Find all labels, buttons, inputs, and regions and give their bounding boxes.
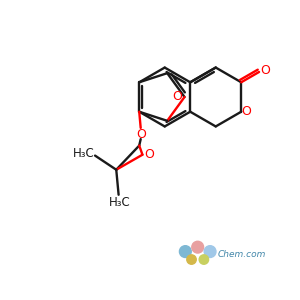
Text: O: O <box>136 128 146 141</box>
Text: O: O <box>172 91 182 103</box>
Text: H₃C: H₃C <box>109 196 131 209</box>
Text: Chem.com: Chem.com <box>218 250 266 259</box>
Circle shape <box>192 241 204 253</box>
Text: H₃C: H₃C <box>73 147 95 160</box>
Text: O: O <box>242 105 251 118</box>
Circle shape <box>179 246 191 257</box>
Circle shape <box>199 255 208 264</box>
Circle shape <box>204 246 216 257</box>
Text: O: O <box>144 148 154 161</box>
Text: O: O <box>261 64 271 77</box>
Circle shape <box>187 255 196 264</box>
